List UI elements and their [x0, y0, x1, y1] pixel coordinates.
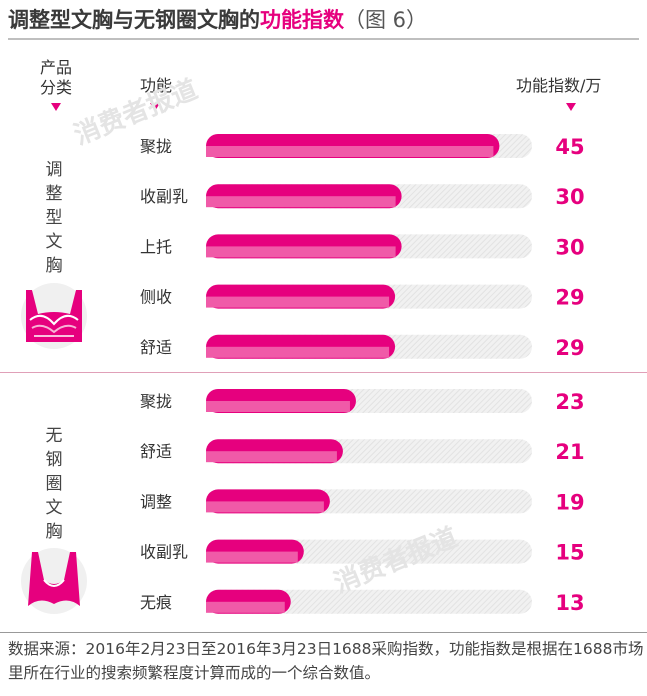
value-label: 23: [555, 390, 584, 414]
title-figure-number: （图 6）: [344, 8, 428, 32]
index-marker: [566, 103, 576, 111]
adjustable-bra-icon: [26, 290, 82, 342]
group-char: 调: [45, 160, 63, 180]
category-header-line2: 分类: [39, 78, 72, 97]
group-char: 胸: [45, 522, 63, 542]
index-header: 功能指数/万: [516, 76, 602, 95]
value-label: 30: [555, 235, 584, 259]
bar-chart: 聚拢 45 收副乳 30 上托 30 侧收 29 舒适 29 聚拢 23 舒适 21 调整 19 收副乳 15 无痕…: [140, 134, 585, 615]
group-char: 圈: [45, 474, 63, 494]
category-label: 侧收: [140, 288, 172, 307]
group-char: 钢: [45, 450, 63, 470]
footnote: 数据来源：2016年2月23日至2016年3月23日1688采购指数，功能指数是…: [8, 640, 644, 682]
group-char: 文: [45, 232, 63, 252]
value-label: 15: [555, 541, 584, 565]
category-label: 无痕: [140, 593, 172, 612]
group-char: 无: [45, 426, 63, 446]
bar-highlight: [206, 501, 324, 513]
category-label: 聚拢: [140, 137, 172, 156]
bar-highlight: [206, 146, 494, 157]
value-label: 19: [555, 490, 584, 514]
bar-highlight: [206, 296, 390, 308]
category-label: 舒适: [140, 338, 172, 357]
group-char: 胸: [45, 256, 63, 276]
category-label: 聚拢: [140, 392, 172, 411]
bar-highlight: [206, 551, 298, 563]
group-label-adjustable: 调 整 型 文 胸: [24, 158, 84, 278]
value-label: 45: [555, 135, 584, 159]
group-char: 整: [45, 184, 63, 204]
category-label: 收副乳: [140, 187, 188, 206]
bar-highlight: [206, 196, 396, 208]
category-label: 调整: [140, 492, 172, 511]
chart-title: 调整型文胸与无钢圈文胸的功能指数（图 6）: [8, 4, 427, 34]
top-rule: [8, 38, 639, 40]
bar-highlight: [206, 601, 285, 613]
category-marker: [51, 103, 61, 111]
function-header: 功能: [140, 76, 173, 95]
category-header-line1: 产品: [39, 58, 72, 77]
value-label: 29: [555, 286, 584, 310]
function-marker: [150, 103, 160, 111]
title-highlight: 功能指数: [260, 8, 344, 32]
bar-highlight: [206, 246, 396, 258]
footnote-rule: [0, 632, 647, 633]
bar-highlight: [206, 401, 350, 412]
group-label-wireless: 无 钢 圈 文 胸: [24, 424, 84, 544]
value-label: 29: [555, 336, 584, 360]
wireless-bra-icon: [28, 552, 80, 606]
bar-highlight: [206, 451, 337, 463]
value-label: 13: [555, 591, 584, 615]
value-label: 21: [555, 440, 584, 464]
group-char: 文: [45, 498, 63, 518]
category-label: 收副乳: [140, 543, 188, 562]
category-label: 上托: [140, 237, 172, 256]
group-divider: [0, 372, 647, 373]
value-label: 30: [555, 185, 584, 209]
group-char: 型: [45, 208, 63, 228]
bar-highlight: [206, 346, 390, 358]
category-label: 舒适: [140, 442, 172, 461]
category-header: 产品 分类: [34, 58, 78, 98]
title-main: 调整型文胸与无钢圈文胸的: [8, 8, 260, 32]
